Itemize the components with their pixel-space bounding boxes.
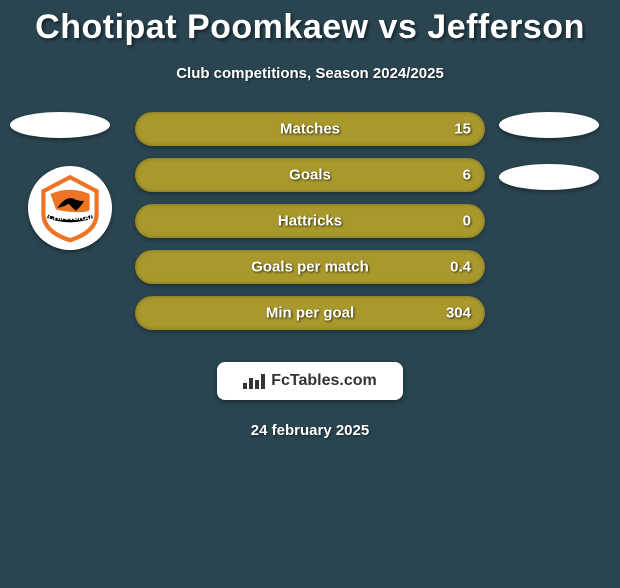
stat-label: Min per goal xyxy=(266,305,354,322)
stat-value: 15 xyxy=(454,121,471,138)
watermark-text: FcTables.com xyxy=(271,372,377,390)
fctables-badge: FcTables.com xyxy=(217,362,403,400)
stat-label: Goals xyxy=(289,167,331,184)
stat-bar: Matches 15 xyxy=(135,112,485,146)
stat-bar: Hattricks 0 xyxy=(135,204,485,238)
logo-text: CHIANGRAI xyxy=(48,213,92,222)
right-pill-2 xyxy=(499,164,599,190)
stat-value: 6 xyxy=(463,167,471,184)
chart-icon xyxy=(243,373,265,389)
right-pill xyxy=(499,112,599,138)
stat-bars: Matches 15 Goals 6 Hattricks 0 Goals per match… xyxy=(135,112,485,342)
stat-value: 0.4 xyxy=(450,259,471,276)
chiangrai-badge-icon: CHIANGRAI xyxy=(35,173,105,243)
date: 24 february 2025 xyxy=(0,422,620,439)
stats-area: CHIANGRAI Matches 15 Goals 6 Hattricks 0 Goals… xyxy=(0,112,620,352)
watermark: FcTables.com xyxy=(0,362,620,400)
chiangrai-logo: CHIANGRAI xyxy=(28,166,112,250)
stat-label: Matches xyxy=(280,121,340,138)
stat-bar: Goals 6 xyxy=(135,158,485,192)
stat-bar: Goals per match 0.4 xyxy=(135,250,485,284)
stat-bar: Min per goal 304 xyxy=(135,296,485,330)
page-title: Chotipat Poomkaew vs Jefferson xyxy=(0,8,620,47)
stat-value: 0 xyxy=(463,213,471,230)
stat-value: 304 xyxy=(446,305,471,322)
subtitle: Club competitions, Season 2024/2025 xyxy=(0,65,620,82)
stat-label: Hattricks xyxy=(278,213,342,230)
stat-label: Goals per match xyxy=(251,259,369,276)
left-pill xyxy=(10,112,110,138)
